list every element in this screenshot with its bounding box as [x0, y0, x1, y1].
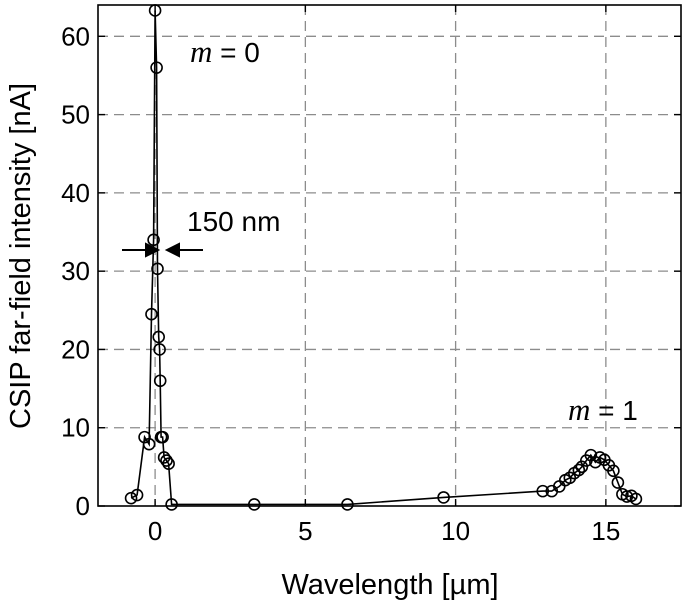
data-point: [437, 491, 450, 504]
data-point: [151, 262, 164, 276]
data-point: [152, 330, 166, 344]
annotation-fwhm: 150 nm: [187, 206, 280, 237]
series-layer: [124, 4, 643, 511]
data-point: [572, 463, 586, 477]
y-tick-label: 30: [61, 256, 90, 286]
data-point: [145, 307, 158, 321]
data-point: [611, 476, 625, 489]
x-axis-label: Wavelength [µm]: [281, 569, 498, 601]
grid-lines: [98, 5, 681, 506]
fwhm-arrows: [122, 242, 203, 258]
data-point: [153, 343, 166, 356]
y-tick-label: 10: [61, 413, 90, 443]
data-point: [607, 464, 620, 478]
data-point: [150, 61, 163, 74]
data-point: [341, 498, 354, 511]
y-tick-label: 40: [61, 178, 90, 208]
x-tick-label: 10: [441, 516, 470, 546]
data-point: [130, 488, 144, 502]
data-point: [165, 498, 178, 511]
data-point: [148, 4, 162, 17]
data-point: [124, 491, 138, 505]
annotation-m1-text: = 1: [590, 395, 637, 426]
annotation-m1: m = 1: [568, 392, 638, 427]
data-point: [156, 430, 169, 444]
data-point: [147, 233, 160, 247]
data-point: [157, 451, 171, 464]
data-point: [162, 457, 175, 471]
y-tick-label: 0: [76, 491, 90, 521]
data-point: [153, 374, 167, 388]
data-point: [629, 492, 643, 506]
data-point: [160, 454, 173, 467]
data-point: [575, 460, 589, 474]
y-tick-label: 50: [61, 100, 90, 130]
x-tick-label: 15: [591, 516, 620, 546]
plot-frame: [97, 4, 682, 507]
annotation-m0-text: = 0: [212, 37, 259, 68]
data-point: [620, 490, 634, 503]
y-axis-label: CSIP far-field intensity [nA]: [5, 83, 37, 429]
annotation-m1-symbol: m: [568, 392, 590, 427]
y-tick-label: 20: [61, 334, 90, 364]
x-tick-label: 5: [298, 516, 312, 546]
data-point: [142, 437, 156, 451]
data-point: [247, 498, 261, 511]
series-line: [130, 10, 637, 506]
data-point: [536, 484, 550, 498]
y-tick-label: 60: [61, 21, 90, 51]
x-tick-label: 0: [148, 516, 162, 546]
annotation-m0: m = 0: [190, 34, 260, 69]
annotation-m0-symbol: m: [190, 34, 212, 69]
